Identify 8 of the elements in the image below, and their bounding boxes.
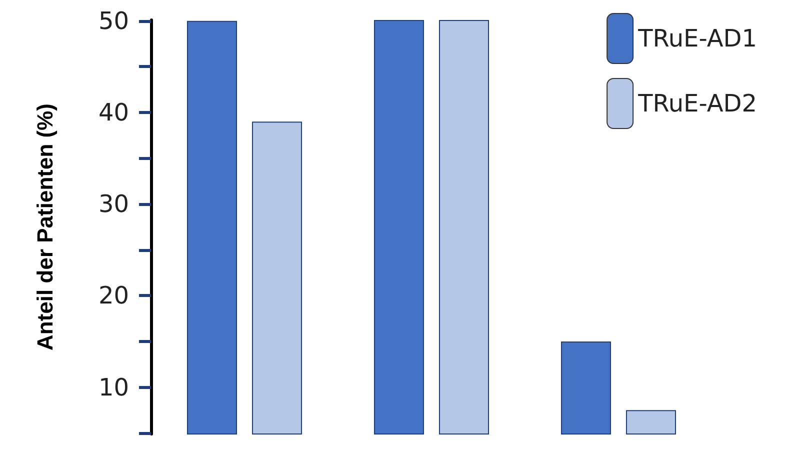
- y-tick-label: 40: [98, 98, 129, 127]
- y-tick-label: 50: [98, 6, 129, 35]
- legend-label: TRuE-AD2: [637, 90, 758, 118]
- legend-label: TRuE-AD1: [637, 24, 758, 52]
- y-tick-label: 20: [98, 282, 129, 310]
- y-tick-label: 10: [98, 373, 129, 402]
- y-axis-title: Anteil der Patienten (%): [32, 104, 58, 350]
- y-tick-label: 30: [98, 190, 129, 218]
